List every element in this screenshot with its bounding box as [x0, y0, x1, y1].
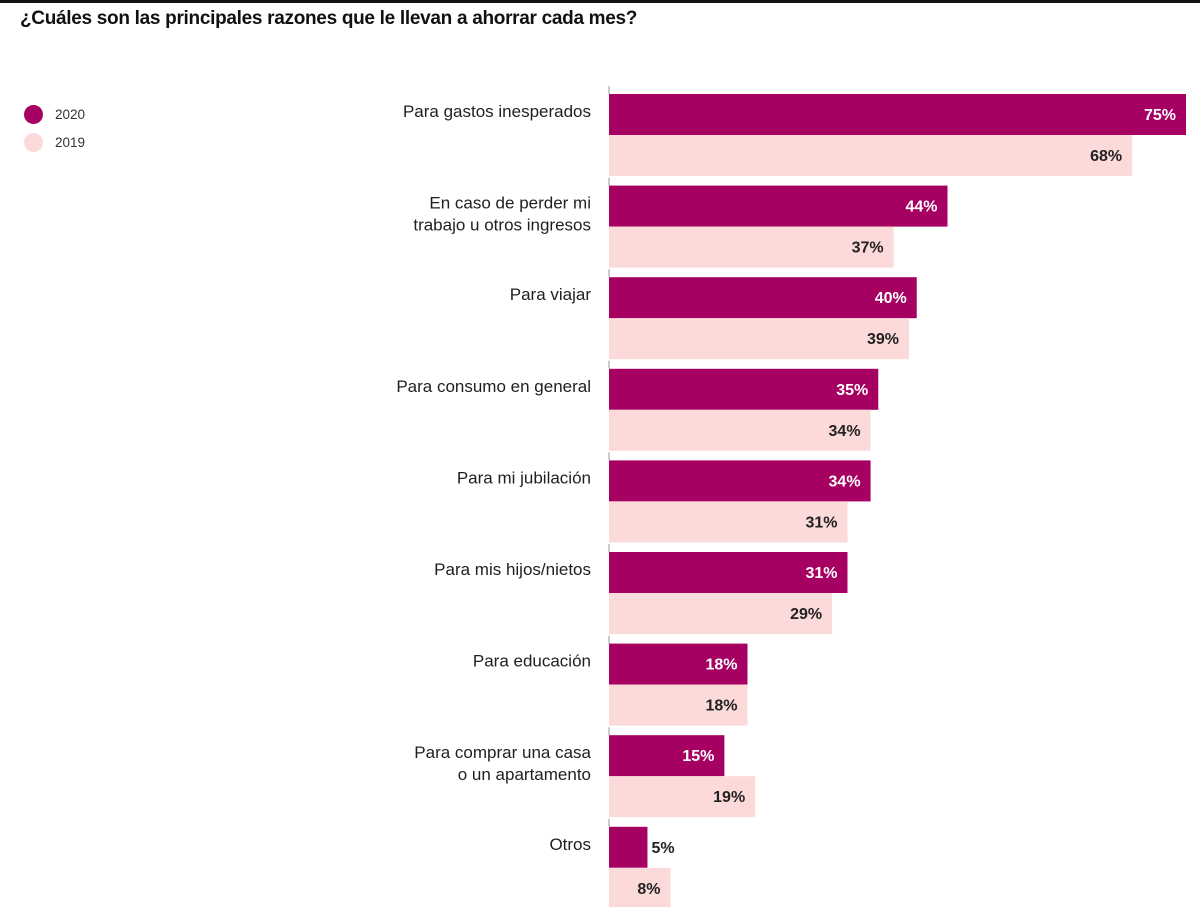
category-group: Para viajar 40% 39% [510, 269, 917, 360]
value-label-2019: 18% [705, 698, 737, 715]
value-label-2020: 15% [682, 748, 714, 765]
category-group: Para consumo en general 35% 34% [396, 360, 879, 451]
legend-label-2019: 2019 [55, 134, 86, 150]
category-label-line: trabajo u otros ingresos [413, 216, 591, 235]
bar-2019 [609, 135, 1133, 176]
value-label-2019: 31% [805, 514, 837, 531]
legend-swatch-2019 [24, 132, 43, 152]
category-group: Otros 5% 8% [549, 818, 675, 907]
bar-2019 [609, 318, 910, 360]
category-label: Para mi jubilación [457, 468, 591, 487]
legend-swatch-2020 [24, 104, 43, 124]
category-label-line: Para consumo en general [396, 377, 591, 396]
value-label-2020: 34% [829, 473, 861, 490]
bar-2019 [609, 776, 756, 818]
bar-2020 [609, 552, 848, 593]
bar-2020 [609, 735, 725, 777]
category-label: Para comprar una casa o un apartamento [414, 743, 591, 784]
category-label: En caso de perder mi trabajo u otros ingr… [413, 194, 591, 235]
value-label-2020: 75% [1144, 107, 1176, 124]
category-label-line: Para mi jubilación [457, 468, 591, 487]
bar-2020 [609, 460, 871, 502]
category-group: Para comprar una casa o un apartamento 15%… [414, 727, 756, 818]
category-group: En caso de perder mi trabajo u otros ingr… [413, 177, 948, 268]
bar-2020 [609, 277, 917, 319]
legend-label-2020: 2020 [55, 106, 86, 122]
bar-2020 [609, 368, 879, 410]
bar-2020 [609, 185, 948, 227]
category-label-line: o un apartamento [458, 765, 591, 784]
bar-2019 [609, 593, 833, 634]
category-group: Para educación 18% 18% [473, 635, 748, 726]
category-group: Para mi jubilación 34% 31% [457, 452, 871, 543]
category-group: Para mis hijos/nietos 31% 29% [434, 544, 848, 634]
chart-title: ¿Cuáles son las principales razones que … [20, 8, 638, 29]
value-label-2020: 5% [651, 840, 674, 857]
value-label-2019: 29% [790, 606, 822, 623]
value-label-2019: 39% [867, 331, 899, 348]
value-label-2019: 19% [713, 789, 745, 806]
value-label-2020: 35% [836, 382, 868, 399]
value-label-2020: 31% [805, 565, 837, 582]
category-label: Otros [549, 835, 591, 854]
legend: 2020 2019 [24, 100, 85, 156]
legend-item-2019: 2019 [24, 128, 85, 156]
bar-2019 [609, 501, 848, 543]
category-label: Para gastos inesperados [403, 102, 591, 121]
bar-2020 [609, 94, 1186, 135]
value-label-2019: 37% [852, 240, 884, 257]
value-label-2020: 44% [905, 199, 937, 216]
bar-2020 [609, 643, 748, 685]
category-label: Para educación [473, 652, 591, 671]
category-label: Para consumo en general [396, 377, 591, 396]
category-label-line: Para mis hijos/nietos [434, 560, 591, 579]
bar-2019 [609, 684, 748, 726]
legend-item-2020: 2020 [24, 100, 85, 128]
category-label-line: Otros [549, 835, 591, 854]
category-label-line: Para viajar [510, 285, 592, 304]
value-label-2019: 8% [637, 881, 660, 898]
category-label-line: Para educación [473, 652, 591, 671]
category-label: Para viajar [510, 285, 592, 304]
value-label-2019: 68% [1090, 148, 1122, 165]
value-label-2020: 18% [705, 657, 737, 674]
bar-2020 [609, 826, 648, 868]
bar-2019 [609, 226, 894, 268]
category-label-line: Para comprar una casa [414, 743, 591, 762]
category-label-line: Para gastos inesperados [403, 102, 591, 121]
bar-2019 [609, 409, 871, 451]
category-group: Para gastos inesperados 75% 68% [403, 86, 1186, 176]
value-label-2019: 34% [829, 423, 861, 440]
category-label-line: En caso de perder mi [429, 194, 591, 213]
value-label-2020: 40% [875, 290, 907, 307]
top-rule [0, 0, 1200, 3]
category-label: Para mis hijos/nietos [434, 560, 591, 579]
bar-2019 [609, 867, 671, 907]
